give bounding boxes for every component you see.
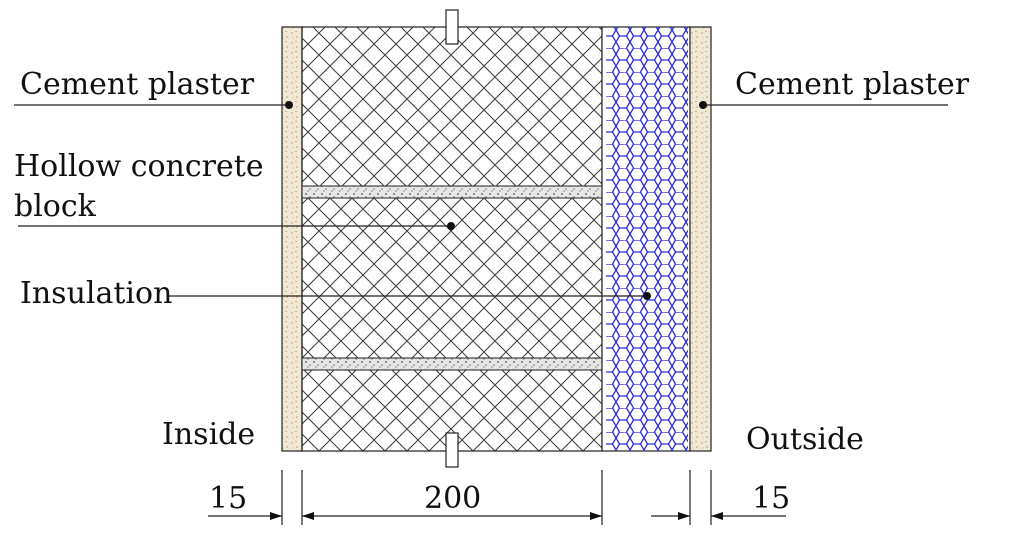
bottom-notch: [445, 432, 459, 468]
dimension-left-plaster: [208, 512, 282, 520]
label-cement-plaster-right: Cement plaster: [735, 67, 970, 102]
leader-dot-cement-right: [699, 101, 707, 109]
hollow-concrete-block-layer: [301, 26, 603, 452]
right-cement-plaster-layer: [689, 26, 712, 452]
top-notch: [445, 9, 459, 45]
dimension-right-plaster: [651, 512, 786, 520]
dimension-extension-lines: [281, 470, 712, 525]
leader-dot-insulation: [643, 292, 651, 300]
label-cement-plaster-left: Cement plaster: [20, 67, 255, 102]
label-insulation: Insulation: [20, 276, 172, 311]
label-inside: Inside: [162, 417, 255, 452]
dimension-label-block: 200: [424, 481, 481, 516]
insulation-hex-fill: [606, 27, 688, 451]
label-hollow-block-line1: Hollow concrete: [14, 149, 264, 184]
label-outside: Outside: [746, 422, 864, 457]
left-cement-plaster-layer: [281, 26, 303, 452]
dimension-label-right: 15: [752, 481, 790, 516]
label-hollow-block-line2: block: [14, 189, 97, 224]
dimension-label-left: 15: [209, 481, 247, 516]
leader-dot-cement-left: [285, 101, 293, 109]
mortar-joint-top: [301, 185, 603, 199]
leader-dot-hollow-block: [447, 222, 455, 230]
mortar-joint-bottom: [301, 357, 603, 371]
dimension-block: [302, 512, 602, 520]
